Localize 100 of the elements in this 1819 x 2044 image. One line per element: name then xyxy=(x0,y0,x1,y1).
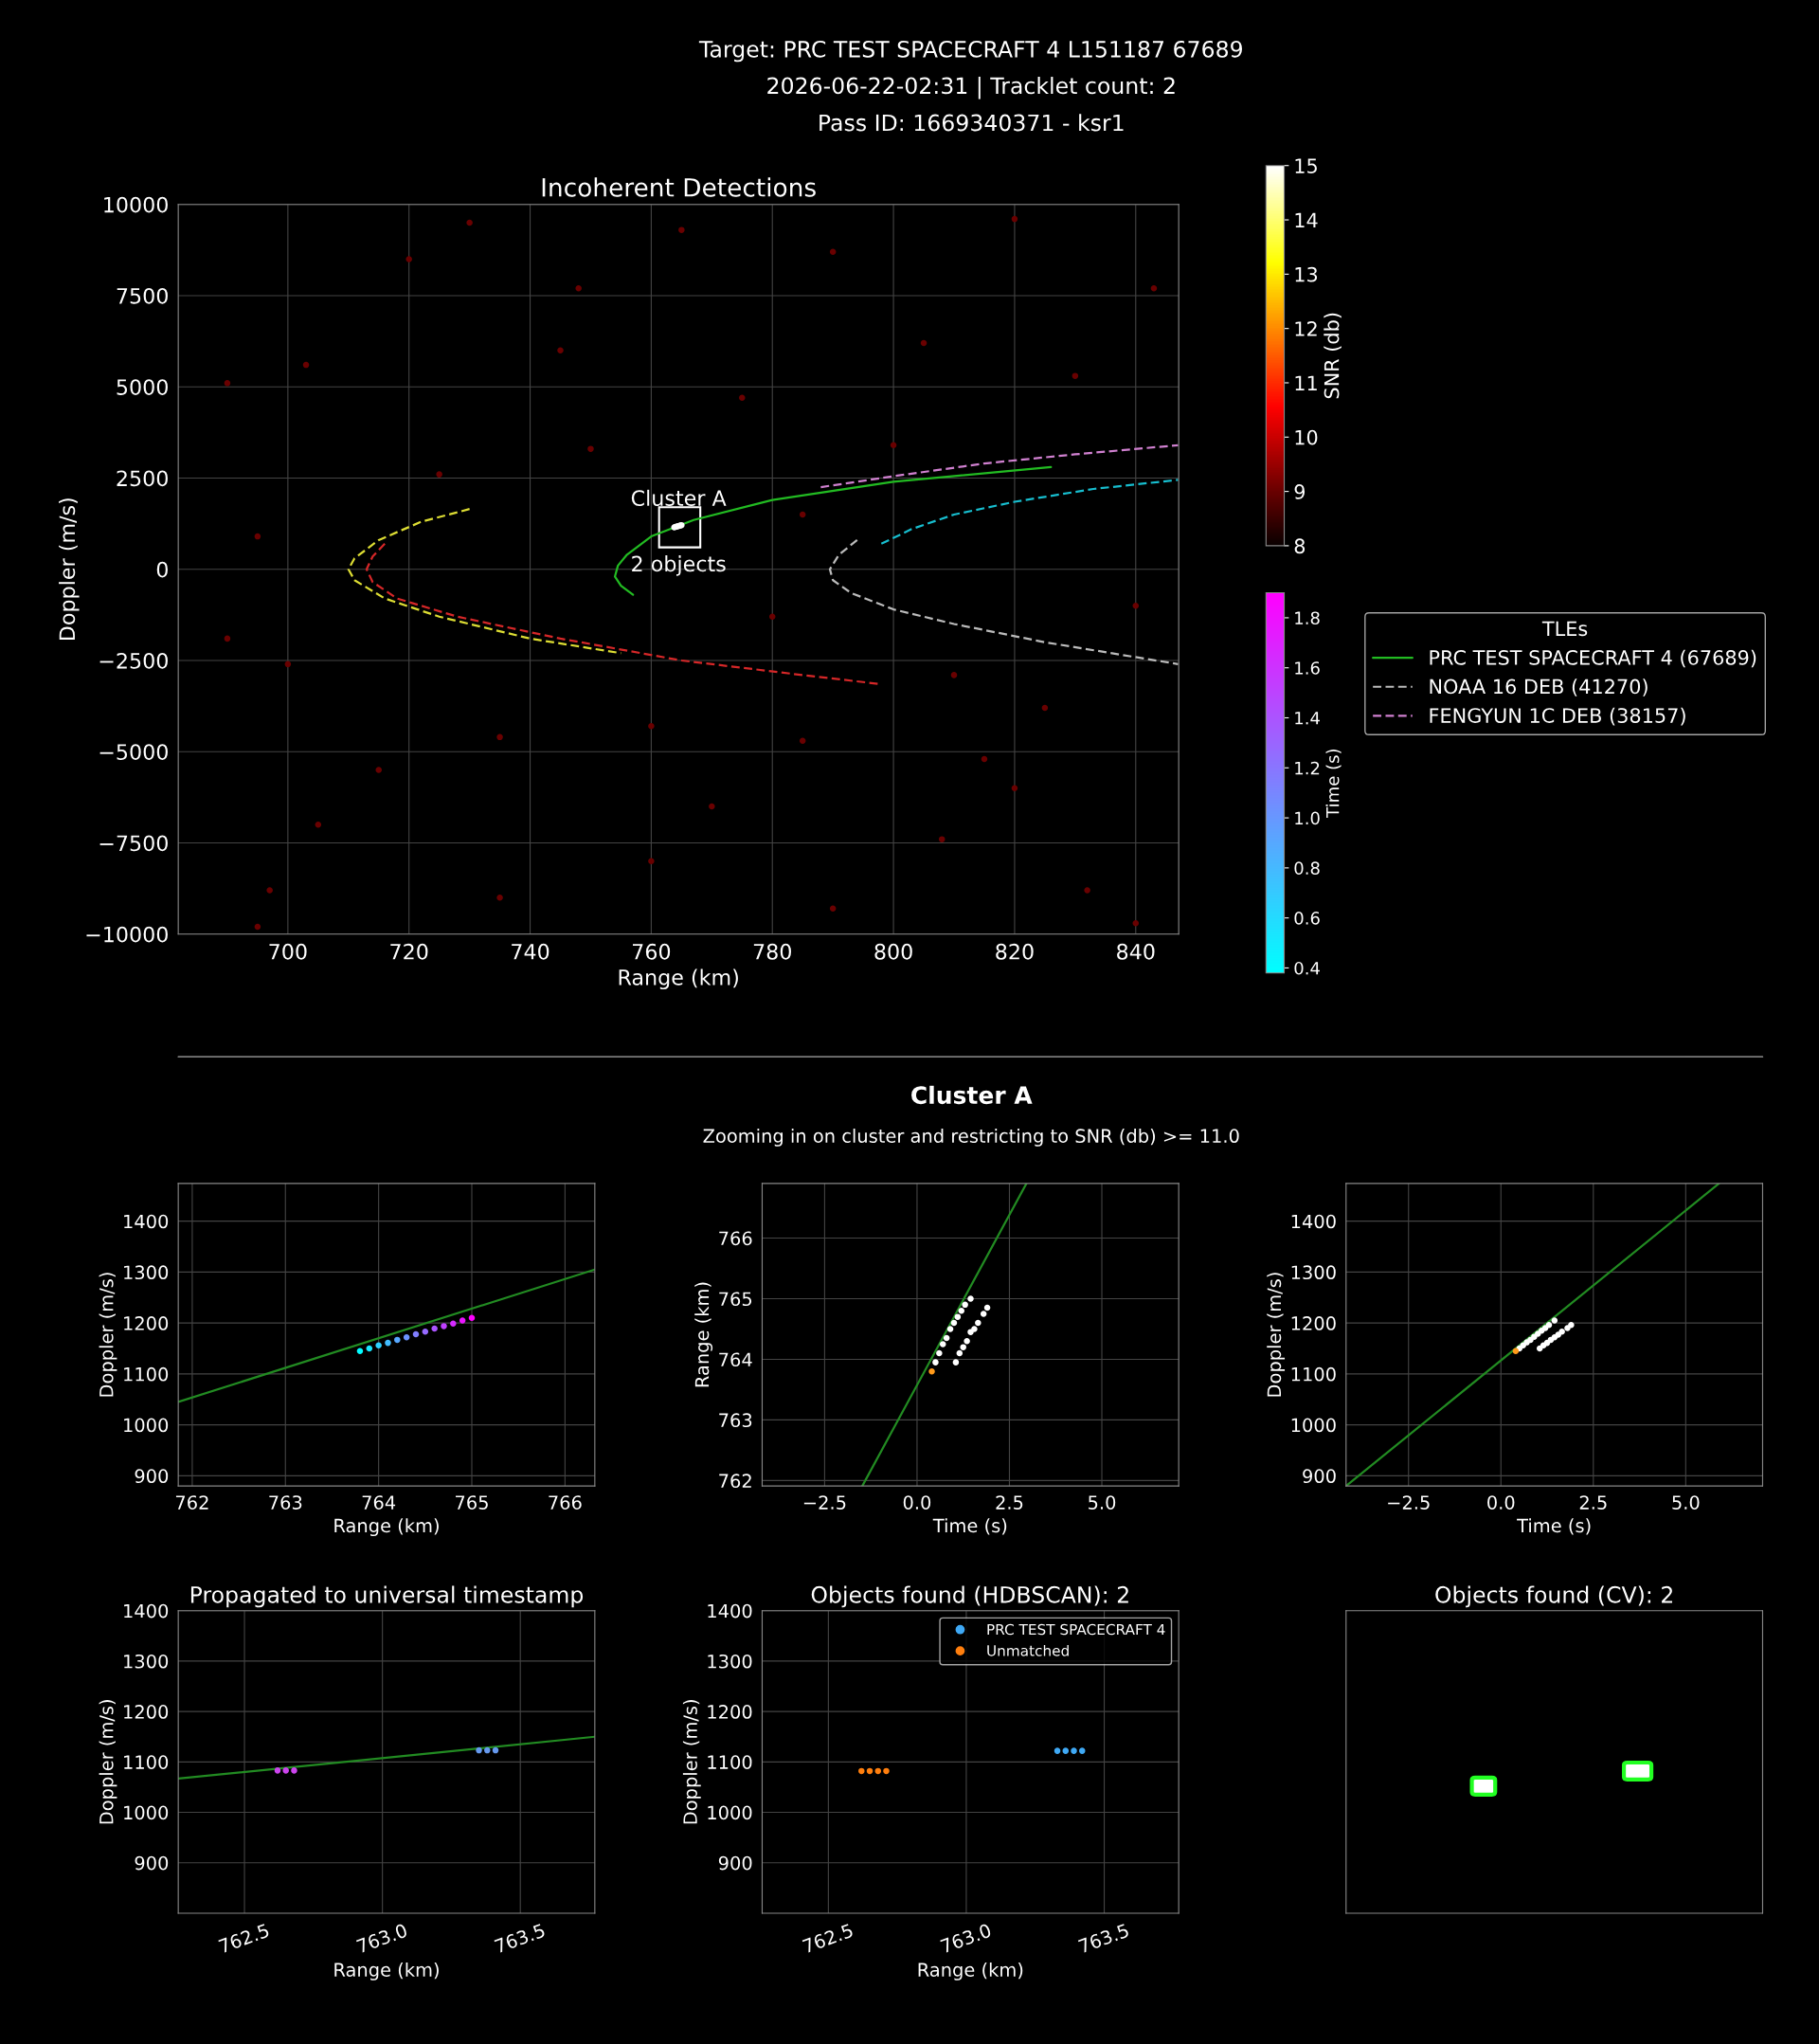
legend-label: NOAA 16 DEB (41270) xyxy=(1430,678,1648,696)
color-bar-label: 1.0 xyxy=(1295,811,1320,825)
y-tick-label: 1100 xyxy=(124,1366,169,1382)
legend-label: FENGYUN 1C DEB (38157) xyxy=(1430,707,1685,726)
x-tick-label: 763 xyxy=(269,1495,302,1510)
y-tick-label: 764 xyxy=(719,1352,752,1367)
y-tick-label: 1300 xyxy=(1291,1265,1336,1280)
y-tick-label: 762 xyxy=(719,1474,751,1489)
legend-label: PRC TEST SPACECRAFT 4 (67689) xyxy=(1430,649,1756,668)
y-tick-label: 1300 xyxy=(124,1654,169,1669)
y-axis-title: Doppler (m/s) xyxy=(1267,1273,1286,1397)
color-bar-title: Time (s) xyxy=(1325,749,1342,818)
x-tick-label: 5.0 xyxy=(1672,1495,1700,1510)
color-bar-label: 11 xyxy=(1295,375,1317,390)
y-tick-label: 763 xyxy=(719,1413,752,1428)
y-tick-label: 1400 xyxy=(708,1603,752,1619)
color-bar-label: 9 xyxy=(1294,484,1306,499)
x-axis-title: Time (s) xyxy=(1517,1518,1591,1535)
chart-title: Objects found (HDBSCAN): 2 xyxy=(811,1585,1128,1608)
x-tick-label: −2.5 xyxy=(1388,1495,1430,1510)
y-tick-label: −7500 xyxy=(99,835,168,852)
y-tick-label: 1300 xyxy=(708,1654,752,1669)
x-tick-label: 0.0 xyxy=(1487,1495,1515,1510)
text: Zooming in on cluster and restricting to SNR (db) >= 11.0 xyxy=(703,1128,1239,1147)
x-tick-label: 700 xyxy=(269,943,307,960)
y-tick-label: 1100 xyxy=(1291,1366,1336,1382)
color-bar-label: 0.6 xyxy=(1294,912,1320,925)
x-tick-label: 760 xyxy=(633,943,671,960)
text: Objects found (CV): 2 xyxy=(1435,1585,1672,1608)
x-tick-label: 762 xyxy=(175,1495,208,1510)
x-tick-label: 762.5 xyxy=(801,1923,854,1954)
y-tick-label: 765 xyxy=(719,1292,752,1307)
color-bar-title: SNR (db) xyxy=(1324,313,1342,399)
y-tick-label: 900 xyxy=(135,1855,169,1871)
legend-label: PRC TEST SPACECRAFT 4 xyxy=(987,1623,1165,1636)
x-tick-label: 763.5 xyxy=(1077,1923,1130,1954)
y-tick-label: 1000 xyxy=(708,1805,752,1820)
x-tick-label: 840 xyxy=(1117,943,1155,960)
x-tick-label: 0.0 xyxy=(903,1495,931,1510)
color-bar-label: 15 xyxy=(1295,158,1317,173)
y-tick-label: 1300 xyxy=(124,1265,169,1280)
text: Target: PRC TEST SPACECRAFT 4 L151187 67689 xyxy=(698,40,1242,63)
annotation: Cluster A xyxy=(631,489,727,507)
text: Cluster A xyxy=(911,1085,1033,1105)
x-tick-label: 780 xyxy=(753,943,791,960)
y-tick-label: 1200 xyxy=(124,1705,169,1719)
x-axis-title: Range (km) xyxy=(334,1518,439,1537)
color-bar-label: 1.8 xyxy=(1295,611,1320,625)
y-tick-label: 1000 xyxy=(124,1805,169,1820)
text: Pass ID: 1669340371 - ksr1 xyxy=(819,114,1124,132)
x-tick-label: 800 xyxy=(874,943,912,960)
color-bar-label: 10 xyxy=(1295,429,1318,445)
color-bar-label: 1.6 xyxy=(1295,661,1320,675)
x-tick-label: 2.5 xyxy=(996,1495,1023,1510)
y-axis-title: Range (km) xyxy=(694,1282,713,1387)
y-tick-label: −5000 xyxy=(99,744,168,760)
y-tick-label: 1400 xyxy=(124,1214,169,1229)
x-axis-title: Time (s) xyxy=(932,1518,1007,1535)
x-tick-label: 5.0 xyxy=(1089,1495,1116,1510)
x-tick-label: 763.0 xyxy=(355,1923,408,1954)
color-bar-label: 12 xyxy=(1295,321,1317,336)
legend-title: TLEs xyxy=(1541,621,1588,637)
y-axis-title: Doppler (m/s) xyxy=(99,1273,117,1397)
color-bar-label: 0.4 xyxy=(1294,961,1320,975)
x-axis-title: Range (km) xyxy=(918,1962,1023,1981)
x-tick-label: −2.5 xyxy=(803,1495,846,1510)
y-tick-label: 900 xyxy=(135,1469,169,1484)
color-bar-label: 14 xyxy=(1295,212,1318,227)
color-bar-label: 13 xyxy=(1295,266,1318,282)
y-tick-label: −10000 xyxy=(86,926,168,943)
color-bar-label: 1.4 xyxy=(1295,712,1320,725)
y-tick-label: 1000 xyxy=(124,1418,169,1433)
x-axis-title: Range (km) xyxy=(334,1962,439,1981)
x-tick-label: 763.5 xyxy=(494,1923,546,1954)
x-tick-label: 765 xyxy=(456,1495,488,1510)
y-tick-label: 1100 xyxy=(124,1755,169,1769)
x-tick-label: 720 xyxy=(390,943,428,960)
y-tick-label: 1200 xyxy=(1291,1316,1336,1330)
x-tick-label: 820 xyxy=(996,943,1034,960)
y-tick-label: 900 xyxy=(718,1855,752,1871)
x-tick-label: 740 xyxy=(512,943,549,960)
y-axis-title: Doppler (m/s) xyxy=(59,498,80,641)
color-bar-label: 8 xyxy=(1294,538,1306,554)
y-tick-label: 10000 xyxy=(104,196,168,213)
color-bar-label: 0.8 xyxy=(1294,861,1320,875)
y-axis-title: Doppler (m/s) xyxy=(682,1700,701,1824)
x-axis-title: Range (km) xyxy=(619,968,738,990)
color-bar-label: 1.2 xyxy=(1295,761,1320,775)
text: 2026-06-22-02:31 | Tracklet count: 2 xyxy=(767,76,1175,99)
y-tick-label: 2500 xyxy=(117,470,168,487)
y-tick-label: 1200 xyxy=(124,1316,169,1330)
y-tick-label: 1400 xyxy=(124,1603,169,1619)
x-tick-label: 766 xyxy=(549,1495,582,1510)
y-tick-label: 1100 xyxy=(708,1755,752,1769)
y-tick-label: 5000 xyxy=(117,379,168,395)
y-axis-title: Doppler (m/s) xyxy=(99,1700,117,1824)
y-tick-label: 1000 xyxy=(1291,1418,1336,1433)
annotation: 2 objects xyxy=(632,555,726,576)
x-tick-label: 764 xyxy=(362,1495,396,1510)
y-tick-label: 1400 xyxy=(1291,1214,1336,1229)
